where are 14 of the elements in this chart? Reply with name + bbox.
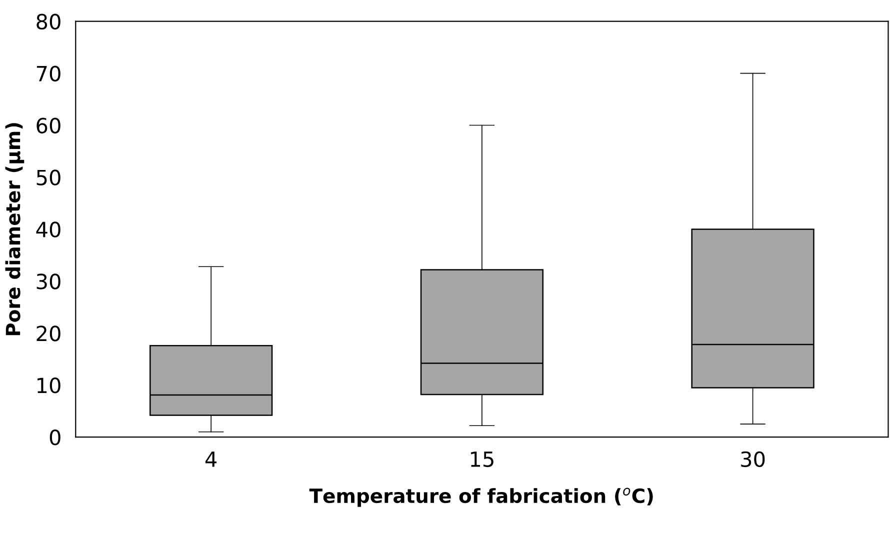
y-tick-label: 40	[36, 222, 60, 238]
y-tick-label: 70	[36, 66, 60, 82]
x-tick-label: 15	[470, 452, 494, 468]
y-tick-label: 30	[36, 274, 60, 290]
y-tick-label: 60	[36, 118, 60, 134]
x-axis-title: Temperature of fabrication ($^{o}$C)	[309, 488, 653, 507]
y-tick-label: 10	[38, 378, 60, 394]
y-tick-label: 50	[36, 170, 60, 186]
y-axis-title: Pore diameter (µm)	[5, 123, 24, 336]
x-tick-label: 4	[205, 452, 217, 467]
y-tick-label: 0	[50, 430, 60, 446]
y-tick-label: 20	[36, 326, 60, 342]
y-tick-label: 80	[36, 14, 60, 30]
x-tick-label: 30	[741, 451, 765, 468]
